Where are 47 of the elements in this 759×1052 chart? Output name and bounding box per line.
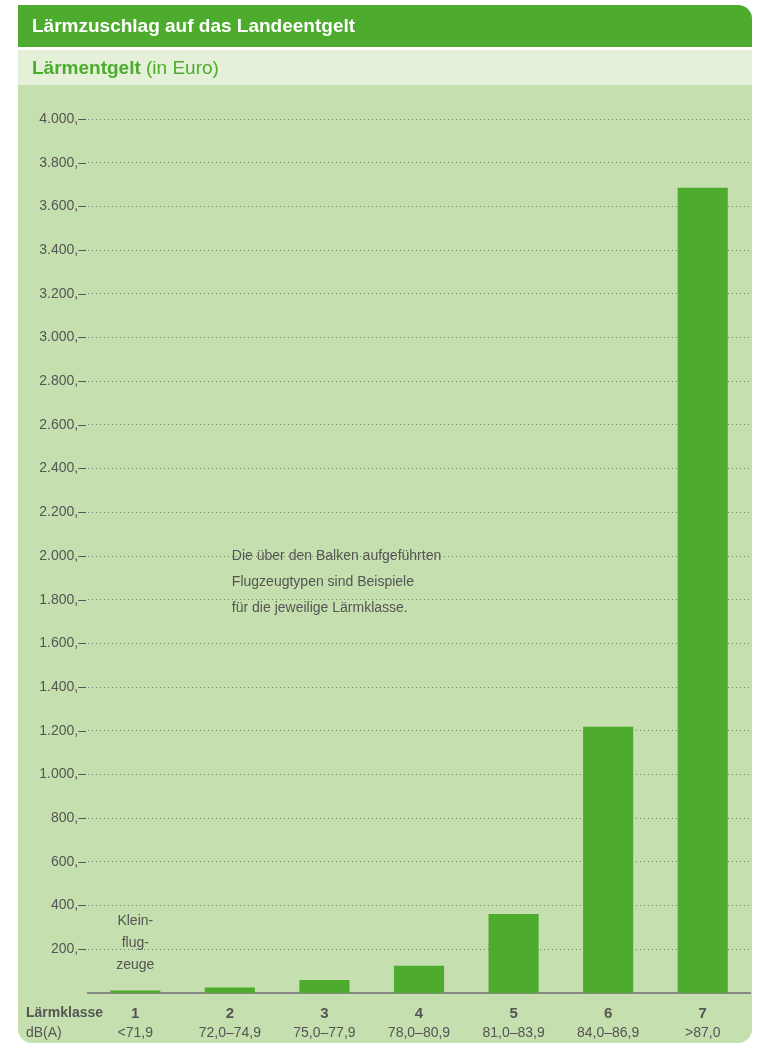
x-tick-label: 5 xyxy=(509,1004,518,1022)
text: 78,0–80,9 xyxy=(387,1023,451,1040)
bar xyxy=(583,726,634,993)
annotation: Klein- flug- zeuge xyxy=(116,911,155,972)
y-tick-label: 400,– xyxy=(50,896,87,913)
y-tick-label: 1.600,– xyxy=(39,634,87,651)
y-tick-label: 2.400,– xyxy=(39,459,87,476)
text: 75,0–77,9 xyxy=(293,1023,356,1040)
text: Lärmklasse xyxy=(26,1003,104,1020)
bar xyxy=(299,979,350,993)
text: 81,0–83,9 xyxy=(482,1023,545,1040)
y-tick-label: 1.800,– xyxy=(39,590,87,607)
x-tick-label: 1 xyxy=(131,1004,140,1022)
chart-title: Lärmzuschlag auf das Landeentgelt xyxy=(18,5,752,47)
bar xyxy=(110,990,161,993)
y-tick-label: 1.400,– xyxy=(39,677,87,694)
y-tick-label: 600,– xyxy=(50,852,87,869)
y-tick-label: 1.200,– xyxy=(39,721,87,738)
y-tick-label: 3.800,– xyxy=(39,153,87,170)
text: 84,0–86,9 xyxy=(576,1023,640,1040)
chart-subtitle: Lärmentgelt (in Euro) xyxy=(32,57,219,78)
x-tick-label: 7 xyxy=(698,1004,707,1022)
bar xyxy=(393,965,445,993)
y-tick-label: 3.200,– xyxy=(39,284,87,301)
x-tick-label: 3 xyxy=(320,1004,329,1022)
x-tick-label: 2 xyxy=(225,1004,235,1022)
y-tick-label: 3.000,– xyxy=(39,328,87,345)
annotation: Die über den Balken aufgeführten Flugzeugtypen sind Beispiele für die jeweilige Lärmklasse. xyxy=(231,546,442,615)
y-tick-label: 2.000,– xyxy=(39,546,87,563)
text: dB(A) xyxy=(26,1023,62,1040)
text: 72,0–74,9 xyxy=(198,1023,262,1040)
x-tick-label: 4 xyxy=(414,1004,424,1022)
bar xyxy=(677,187,728,993)
text: >87,0 xyxy=(685,1023,721,1040)
y-tick-label: 1.000,– xyxy=(39,765,87,782)
y-tick-label: 800,– xyxy=(50,809,87,826)
y-tick-label: 200,– xyxy=(50,940,87,957)
y-tick-label: 2.200,– xyxy=(39,503,87,520)
y-tick-label: 2.600,– xyxy=(39,415,87,432)
text: <71,9 xyxy=(117,1023,154,1040)
bar xyxy=(204,987,255,993)
bar xyxy=(488,913,539,993)
y-tick-label: 2.800,– xyxy=(39,372,87,389)
y-tick-label: 4.000,– xyxy=(39,109,87,126)
y-tick-label: 3.600,– xyxy=(39,197,87,214)
x-tick-label: 6 xyxy=(603,1004,613,1022)
y-tick-label: 3.400,– xyxy=(39,240,87,257)
